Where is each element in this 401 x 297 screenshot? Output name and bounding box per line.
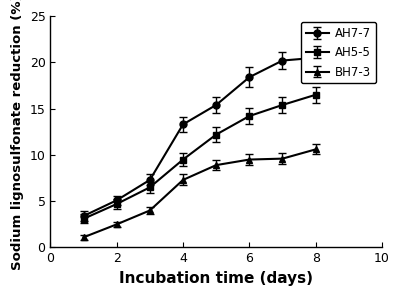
Legend: AH7-7, AH5-5, BH7-3: AH7-7, AH5-5, BH7-3: [301, 22, 376, 83]
Y-axis label: Sodium lignosulfonate reduction (%): Sodium lignosulfonate reduction (%): [11, 0, 24, 270]
X-axis label: Incubation time (days): Incubation time (days): [119, 271, 313, 286]
